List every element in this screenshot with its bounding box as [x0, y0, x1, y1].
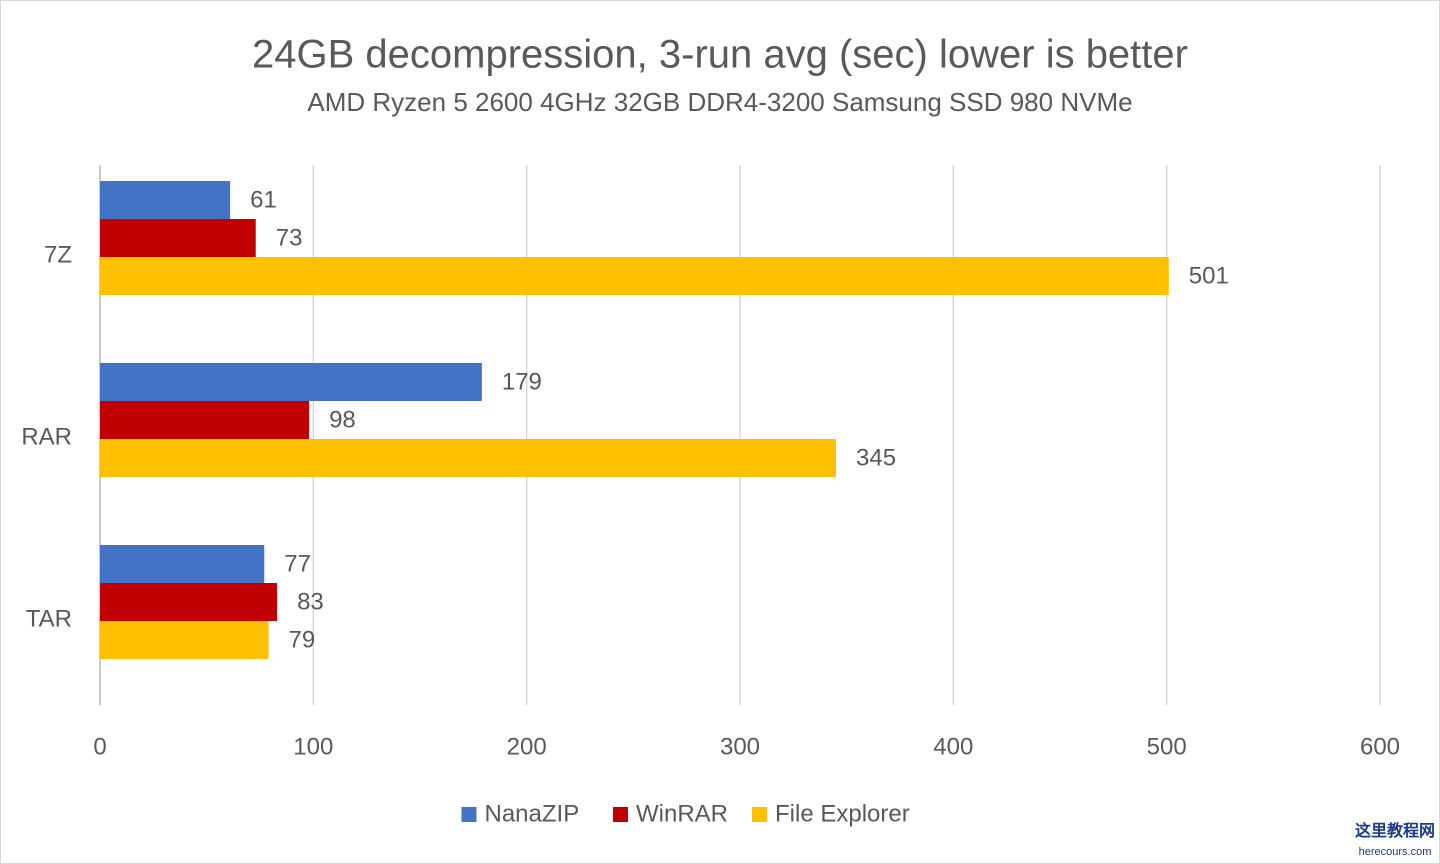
legend-swatch [613, 807, 628, 822]
x-tick-label: 500 [1147, 733, 1187, 760]
data-label: 73 [276, 224, 303, 251]
y-tick-label: RAR [21, 423, 72, 450]
data-label: 61 [250, 186, 277, 213]
bar [100, 545, 265, 583]
bar [100, 583, 278, 621]
x-tick-label: 100 [293, 733, 333, 760]
legend-label: File Explorer [775, 800, 910, 827]
chart-title: 24GB decompression, 3-run avg (sec) lowe… [252, 33, 1188, 77]
bar [100, 401, 310, 439]
x-tick-label: 400 [933, 733, 973, 760]
bar [100, 257, 1169, 295]
bar [100, 181, 231, 219]
x-tick-label: 0 [93, 733, 106, 760]
y-tick-label: 7Z [44, 241, 72, 268]
watermark: 这里教程网 [1355, 821, 1435, 840]
x-tick-label: 300 [720, 733, 760, 760]
data-label: 83 [297, 588, 324, 615]
bar [100, 219, 256, 257]
data-label: 98 [329, 406, 356, 433]
data-label: 179 [502, 368, 542, 395]
x-tick-label: 200 [507, 733, 547, 760]
y-tick-label: TAR [26, 605, 72, 632]
bar [100, 439, 836, 477]
legend-label: WinRAR [636, 800, 728, 827]
data-label: 77 [284, 550, 311, 577]
data-label: 501 [1189, 262, 1229, 289]
watermark: herecours.com [1359, 846, 1432, 858]
legend-label: NanaZIP [485, 800, 580, 827]
x-tick-label: 600 [1360, 733, 1400, 760]
chart-subtitle: AMD Ryzen 5 2600 4GHz 32GB DDR4-3200 Sam… [307, 87, 1132, 117]
legend-swatch [752, 807, 767, 822]
bar [100, 363, 482, 401]
legend-swatch [461, 807, 477, 822]
data-label: 345 [856, 444, 896, 471]
data-label: 79 [289, 626, 316, 653]
bar [100, 621, 269, 659]
